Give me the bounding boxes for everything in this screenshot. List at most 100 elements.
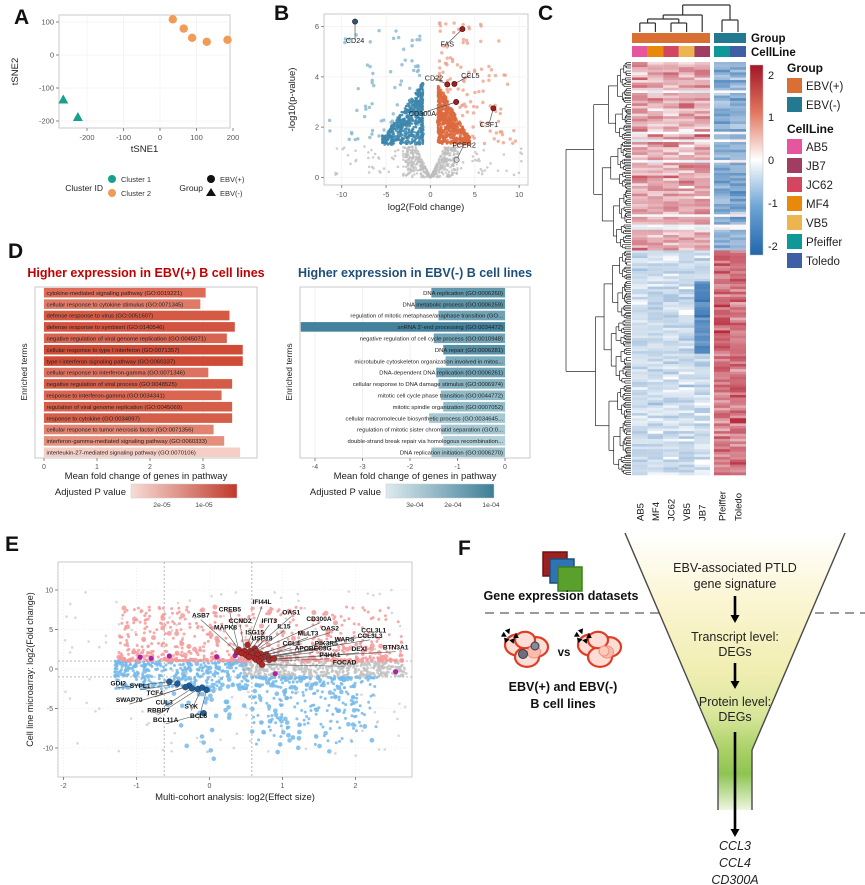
svg-text:2e-05: 2e-05: [153, 502, 171, 509]
heatmap-cells: [632, 62, 746, 476]
gene-point-CCL5: [451, 80, 458, 87]
svg-text:0: 0: [768, 155, 774, 167]
heatmap-column-labels: AB5 MF4 JC62 VB5 JB7 Pfeiffer Toledo: [635, 491, 744, 521]
svg-text:2: 2: [354, 783, 358, 790]
gene-point-CD22: [444, 81, 451, 88]
svg-text:0: 0: [49, 667, 53, 674]
svg-text:cellular response to tumor nec: cellular response to tumor necrosis fact…: [47, 428, 194, 434]
svg-text:3e-04: 3e-04: [406, 502, 424, 509]
ebv-positive-cells-icon: [500, 628, 550, 668]
svg-text:Higher expression in EBV(+) B: Higher expression in EBV(+) B cell lines: [27, 266, 264, 280]
svg-text:1: 1: [768, 112, 774, 124]
svg-text:5: 5: [473, 190, 477, 199]
svg-text:DNA repair (GO:0006281): DNA repair (GO:0006281): [435, 348, 503, 354]
panel-c-heatmap: Group CellLine AB5 MF4 JC62 VB5 JB7 Pfeiffer Tol…: [565, 4, 844, 521]
svg-text:CCL5: CCL5: [461, 71, 479, 80]
svg-text:type I interferon signaling pa: type I interferon signaling pathway (GO:…: [47, 359, 176, 365]
svg-text:0: 0: [208, 783, 212, 790]
svg-text:-2: -2: [768, 241, 778, 253]
svg-text:Toledo: Toledo: [806, 256, 840, 268]
panel-a-tsne-plot: -200 -100 0 100 200 100 0 -100 -200 tSNE1 tSNE2 Clu…: [10, 14, 245, 198]
gene-point-FOCAD: [258, 661, 266, 668]
svg-text:defense response to virus (GO:: defense response to virus (GO:0051607): [47, 314, 154, 320]
svg-text:cellular response to interfero: cellular response to interferon-gamma (G…: [47, 371, 186, 377]
tsne-axes: -200 -100 0 100 200 100 0 -100 -200 tSNE1 tSNE2: [10, 18, 239, 156]
svg-text:-1: -1: [768, 198, 778, 210]
svg-text:MF4: MF4: [806, 199, 830, 211]
svg-text:interferon-gamma-mediated sign: interferon-gamma-mediated signaling path…: [47, 439, 207, 445]
svg-text:tSNE1: tSNE1: [131, 144, 158, 155]
svg-text:2: 2: [315, 123, 319, 132]
svg-text:10: 10: [45, 588, 53, 595]
svg-text:EBV(-): EBV(-): [806, 100, 841, 112]
heatmap-legend: Group EBV(+) EBV(-) CellLine AB5 JB7 JC62 MF4 VB…: [787, 61, 844, 268]
svg-text:-5: -5: [47, 706, 53, 713]
svg-text:-100: -100: [39, 84, 54, 93]
svg-text:-2: -2: [407, 464, 413, 471]
panel-b-letter: B: [274, 2, 290, 25]
svg-text:0: 0: [503, 464, 507, 471]
svg-text:microtubule cytoskeleton organ: microtubule cytoskeleton organization in…: [354, 359, 503, 365]
svg-text:-log10(p-value): -log10(p-value): [287, 68, 298, 132]
svg-text:-10: -10: [336, 190, 347, 199]
svg-text:regulation of mitotic sister c: regulation of mitotic sister chromatid s…: [357, 428, 503, 434]
panel-e-letter: E: [5, 533, 20, 556]
svg-text:-1: -1: [454, 464, 460, 471]
svg-text:-200: -200: [79, 133, 94, 142]
vs-label: vs: [558, 647, 571, 659]
svg-text:double-strand break repair via: double-strand break repair via homologou…: [347, 439, 503, 445]
svg-text:Group: Group: [179, 183, 203, 193]
svg-text:200: 200: [227, 133, 240, 142]
svg-text:VB5: VB5: [806, 218, 828, 230]
gene-point-GDI2: [166, 678, 173, 685]
svg-text:defense response to symbiont (: defense response to symbiont (GO:0140546…: [47, 325, 165, 331]
svg-text:AB5: AB5: [806, 142, 828, 154]
svg-text:cellular response to type I in: cellular response to type I interferon (…: [47, 348, 180, 354]
gene-point-SWAP70: [182, 683, 189, 691]
svg-text:-10: -10: [43, 746, 53, 753]
svg-text:10: 10: [515, 190, 523, 199]
svg-text:cytokine-mediated signaling pa: cytokine-mediated signaling pathway (GO:…: [47, 291, 183, 297]
tsne-plot-area: [58, 14, 231, 129]
gene-point-IFI44L: [244, 641, 251, 649]
svg-text:Mean fold change of genes in p: Mean fold change of genes in pathway: [334, 471, 497, 482]
panel-d-letter: D: [8, 240, 24, 263]
svg-text:Adjusted P value: Adjusted P value: [310, 487, 381, 498]
svg-text:DNA replication initiation (GO: DNA replication initiation (GO:0006270): [400, 451, 503, 457]
volcano-points: [327, 21, 524, 179]
svg-text:0: 0: [42, 464, 46, 471]
svg-text:DNA metabolic process (GO:0006: DNA metabolic process (GO:0006259): [402, 302, 503, 308]
svg-text:0: 0: [158, 133, 162, 142]
svg-text:Cluster 2: Cluster 2: [121, 189, 151, 198]
svg-text:5: 5: [49, 627, 53, 634]
svg-text:Group: Group: [751, 33, 786, 45]
gene-point-BTN3A1: [270, 655, 277, 662]
svg-text:regulation of viral genome rep: regulation of viral genome replication (…: [47, 405, 183, 411]
gene-point-FAS: [459, 26, 466, 33]
svg-text:Pfeiffer: Pfeiffer: [718, 491, 729, 521]
svg-text:VB5: VB5: [682, 503, 693, 521]
svg-text:-5: -5: [383, 190, 390, 199]
svg-text:interleukin-27-mediated signal: interleukin-27-mediated signaling pathwa…: [47, 451, 196, 457]
svg-text:snRNA 3'-end processing (GO:00: snRNA 3'-end processing (GO:0034472): [397, 325, 503, 331]
datasets-caption: Gene expression datasets: [484, 589, 639, 603]
datasets-icon: [542, 551, 583, 592]
svg-text:Adjusted P value: Adjusted P value: [55, 487, 126, 498]
gene-point-BCL6: [203, 686, 210, 694]
svg-text:-1: -1: [133, 783, 139, 790]
svg-text:1: 1: [281, 783, 285, 790]
svg-text:-4: -4: [312, 464, 318, 471]
svg-text:Cluster ID: Cluster ID: [65, 183, 103, 193]
svg-text:Cluster 1: Cluster 1: [121, 175, 151, 184]
svg-text:MF4: MF4: [651, 502, 662, 521]
svg-text:-200: -200: [39, 117, 54, 126]
svg-text:0: 0: [50, 51, 54, 60]
gene-point-CD300A: [453, 99, 460, 105]
svg-text:100: 100: [41, 18, 54, 27]
svg-text:CellLine: CellLine: [751, 47, 796, 59]
svg-text:JB7: JB7: [806, 161, 826, 173]
svg-text:AB5: AB5: [635, 503, 646, 521]
